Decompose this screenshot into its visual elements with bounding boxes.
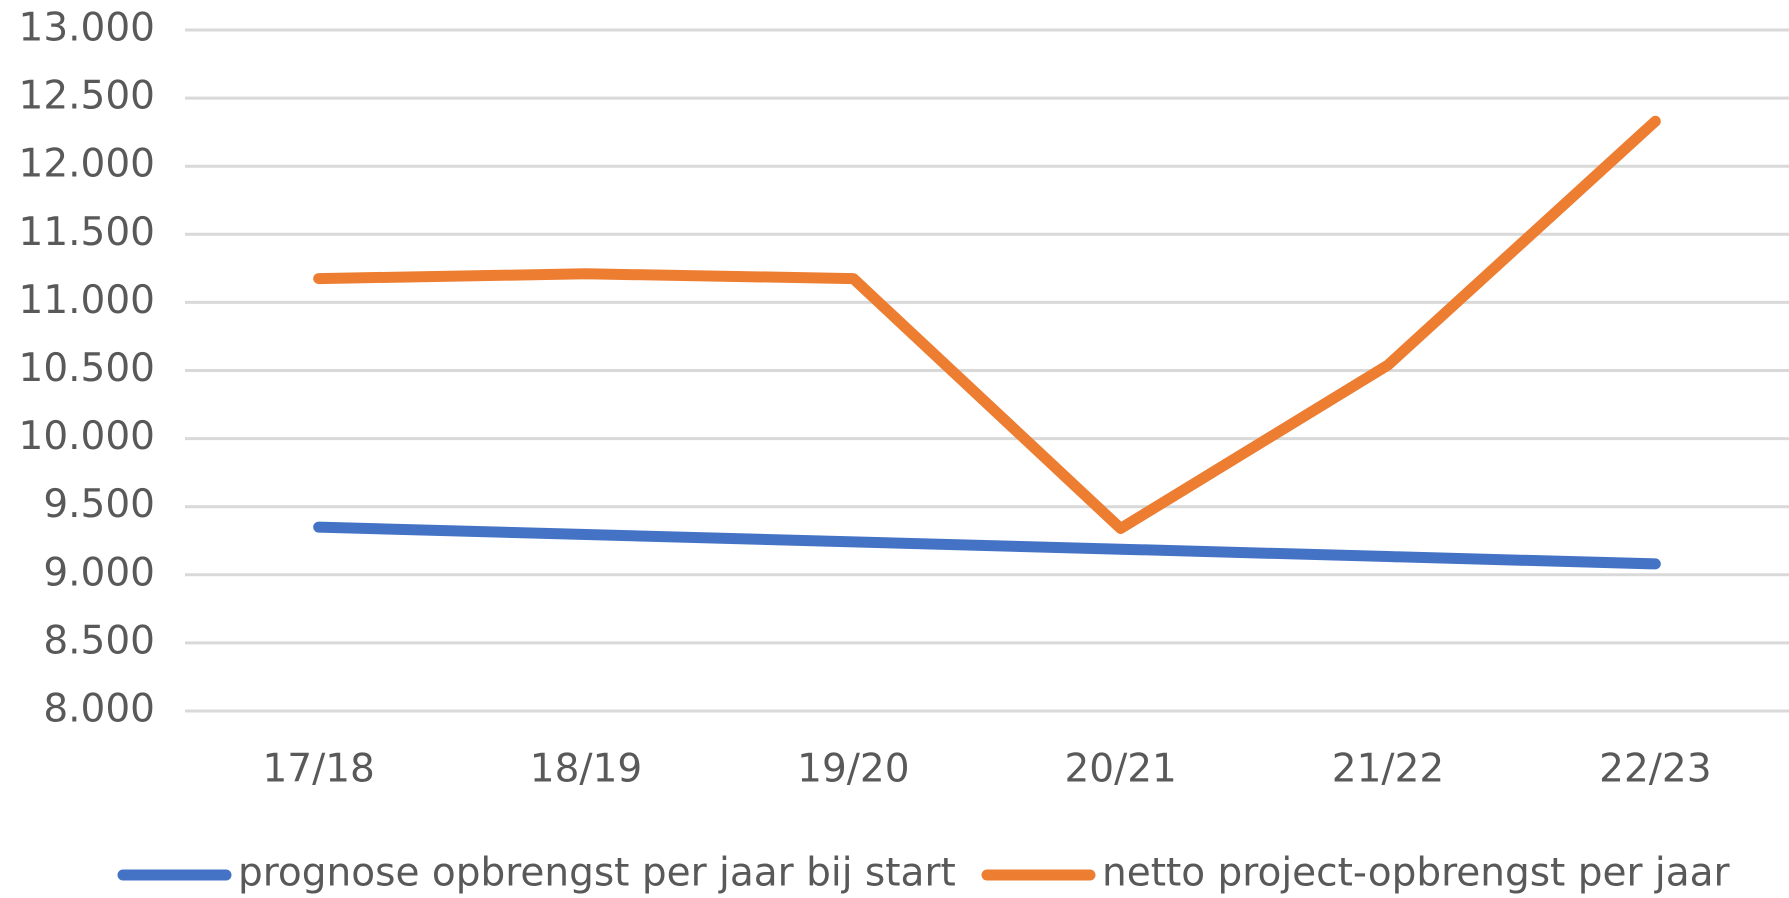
y-tick-label: 10.000 — [19, 414, 155, 459]
y-tick-label: 10.500 — [19, 346, 155, 391]
y-tick-label: 11.500 — [19, 210, 155, 255]
x-tick-label: 21/22 — [1332, 747, 1444, 792]
x-tick-label: 22/23 — [1599, 747, 1711, 792]
y-tick-label: 8.000 — [43, 687, 155, 732]
x-tick-label: 19/20 — [797, 747, 909, 792]
y-tick-label: 11.000 — [19, 278, 155, 323]
y-tick-label: 9.500 — [43, 482, 155, 527]
y-tick-label: 9.000 — [43, 550, 155, 595]
line-series — [313, 115, 1661, 534]
legend-label: netto project-opbrengst per jaar — [1102, 851, 1731, 896]
y-tick-label: 12.000 — [19, 142, 155, 187]
x-tick-label: 17/18 — [262, 747, 374, 792]
x-tick-label: 20/21 — [1064, 747, 1176, 792]
x-tick-label: 18/19 — [530, 747, 642, 792]
y-tick-label: 12.500 — [19, 74, 155, 119]
line-series — [313, 521, 1661, 570]
y-tick-label: 13.000 — [19, 6, 155, 51]
legend-label: prognose opbrengst per jaar bij start — [238, 851, 956, 896]
y-tick-label: 8.500 — [43, 618, 155, 663]
